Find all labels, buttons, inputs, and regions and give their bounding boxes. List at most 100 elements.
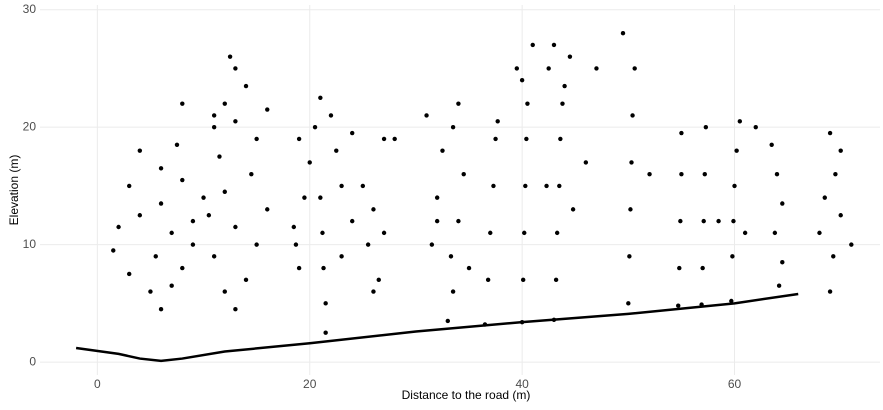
point xyxy=(137,148,143,153)
point xyxy=(302,195,307,200)
point xyxy=(679,130,684,136)
x-tick-label: 60 xyxy=(728,377,742,391)
point xyxy=(544,183,549,189)
point xyxy=(320,230,325,236)
point xyxy=(632,66,637,71)
point xyxy=(434,218,440,224)
point xyxy=(265,207,270,212)
point xyxy=(514,66,520,71)
point xyxy=(312,124,318,130)
point xyxy=(570,207,576,212)
point xyxy=(392,136,397,142)
point xyxy=(211,113,217,118)
point xyxy=(822,195,827,200)
point xyxy=(838,148,843,153)
point xyxy=(491,183,496,189)
point xyxy=(233,307,238,312)
point xyxy=(620,30,626,36)
point xyxy=(190,218,196,224)
y-axis-title: Elevation (m) xyxy=(7,155,21,226)
point xyxy=(153,254,158,259)
point xyxy=(318,195,323,200)
y-tick-label: 20 xyxy=(23,119,37,133)
point xyxy=(557,183,562,189)
point xyxy=(701,218,706,224)
point xyxy=(679,171,684,177)
ground-line xyxy=(75,292,799,363)
point xyxy=(730,254,735,259)
point xyxy=(520,277,526,283)
point xyxy=(293,242,299,247)
point xyxy=(350,130,355,136)
point xyxy=(222,189,227,194)
point xyxy=(265,107,270,112)
point xyxy=(742,230,748,236)
point xyxy=(291,224,297,230)
point xyxy=(519,77,525,83)
point xyxy=(849,242,854,247)
point xyxy=(522,230,527,236)
point xyxy=(233,119,238,124)
point xyxy=(551,42,557,48)
point xyxy=(321,265,326,271)
point xyxy=(233,66,238,71)
point xyxy=(371,207,376,212)
point xyxy=(339,254,344,259)
point xyxy=(148,289,153,294)
point xyxy=(731,218,736,224)
point xyxy=(201,195,206,200)
point xyxy=(434,195,440,200)
point xyxy=(737,119,743,124)
point xyxy=(630,113,635,118)
point xyxy=(833,171,838,177)
point xyxy=(678,218,683,224)
point xyxy=(243,277,249,283)
point xyxy=(180,265,185,271)
point xyxy=(211,254,217,259)
point xyxy=(296,265,302,271)
point xyxy=(211,124,217,130)
point xyxy=(524,136,529,142)
point xyxy=(560,101,565,106)
point xyxy=(222,289,227,294)
point xyxy=(831,254,836,259)
point xyxy=(817,230,822,236)
point xyxy=(523,183,528,189)
point xyxy=(233,224,238,230)
point xyxy=(774,171,780,177)
point xyxy=(838,213,843,218)
point xyxy=(448,254,454,259)
point xyxy=(629,160,634,165)
point xyxy=(562,83,567,89)
point xyxy=(700,265,705,271)
point xyxy=(296,136,302,142)
point xyxy=(249,171,254,177)
point xyxy=(554,230,560,236)
point xyxy=(169,230,174,236)
point xyxy=(626,301,631,306)
point xyxy=(206,213,212,218)
point xyxy=(227,54,233,59)
x-tick-label: 40 xyxy=(515,377,529,391)
point xyxy=(180,101,185,106)
point xyxy=(677,265,682,271)
point xyxy=(703,124,709,130)
point xyxy=(174,142,180,147)
x-tick-label: 20 xyxy=(303,377,317,391)
point xyxy=(307,160,312,165)
point xyxy=(158,201,164,206)
point xyxy=(450,124,456,130)
point xyxy=(488,230,493,236)
point xyxy=(254,242,259,247)
point xyxy=(827,289,833,294)
point xyxy=(558,136,563,142)
point xyxy=(381,136,387,142)
point xyxy=(530,42,535,48)
y-tick-label: 0 xyxy=(29,354,36,368)
point xyxy=(716,218,721,224)
point xyxy=(190,242,196,247)
point xyxy=(627,254,632,259)
point xyxy=(111,248,116,253)
point xyxy=(466,265,472,271)
point xyxy=(334,148,339,153)
